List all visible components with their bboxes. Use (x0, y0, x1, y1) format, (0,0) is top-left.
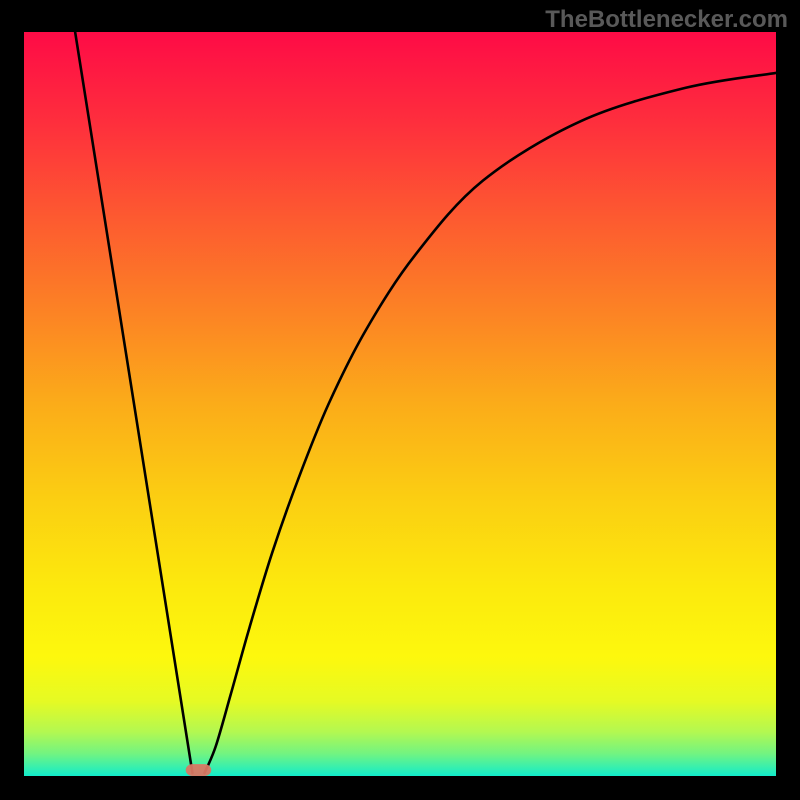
plot-svg (24, 32, 776, 776)
plot-background-gradient (24, 32, 776, 776)
min-marker (186, 764, 212, 776)
root-container: TheBottlenecker.com (0, 0, 800, 800)
attribution-label: TheBottlenecker.com (545, 6, 788, 34)
